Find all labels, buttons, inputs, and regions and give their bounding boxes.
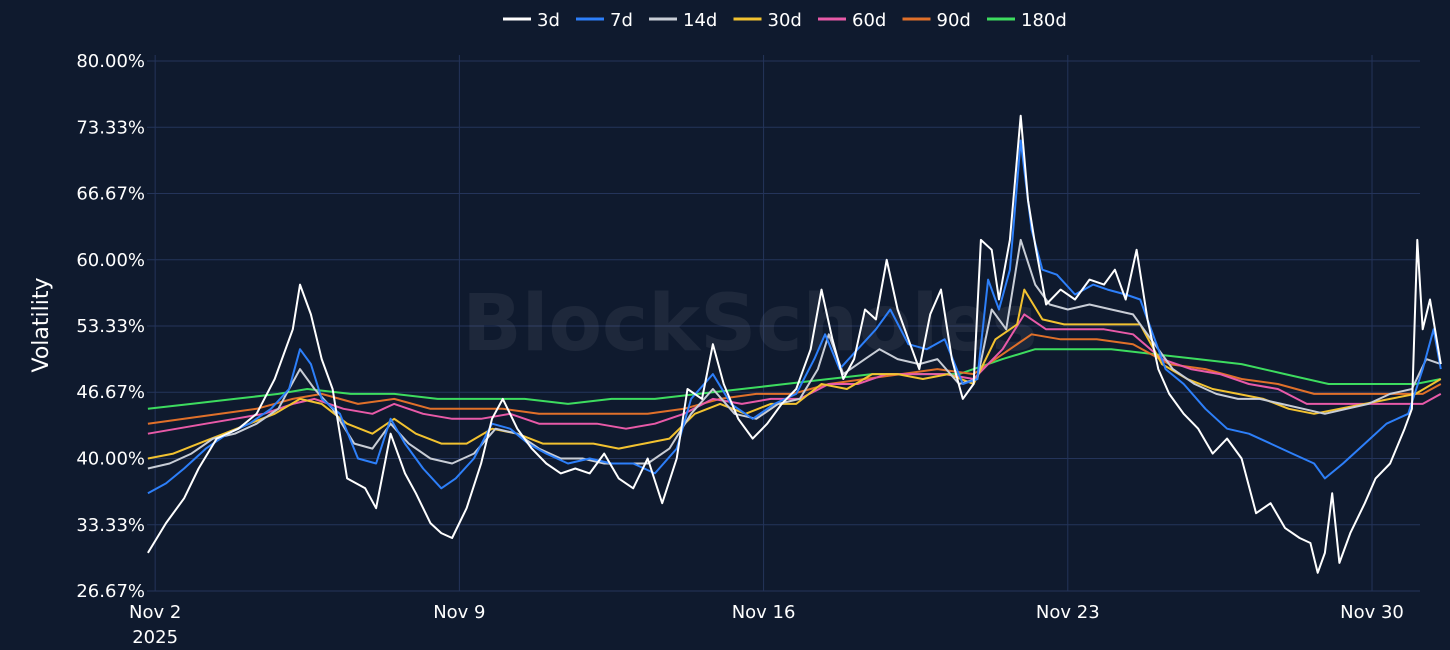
y-tick-label: 73.33% bbox=[76, 117, 145, 138]
legend: 3d 7d 14d 30d 60d 90d 180d bbox=[503, 10, 1067, 31]
legend-item-90d[interactable]: 90d bbox=[902, 10, 971, 31]
y-tick-label: 40.00% bbox=[76, 449, 145, 470]
series-line-14d bbox=[147, 238, 1442, 470]
y-tick-label: 66.67% bbox=[76, 183, 145, 204]
legend-item-7d[interactable]: 7d bbox=[576, 10, 633, 31]
series-line-180d bbox=[147, 348, 1441, 410]
legend-item-180d[interactable]: 180d bbox=[987, 10, 1067, 31]
x-tick-label: Nov 2 bbox=[129, 602, 181, 623]
x-tick-label: Nov 30 bbox=[1340, 602, 1404, 623]
y-axis-label: Volatility bbox=[29, 277, 54, 372]
x-axis-ticks: Nov 2 2025 Nov 9 Nov 16 Nov 23 Nov 30 bbox=[129, 602, 1404, 648]
legend-label: 180d bbox=[1021, 10, 1067, 31]
legend-label: 30d bbox=[768, 10, 802, 31]
series-line-30d bbox=[147, 288, 1442, 460]
y-tick-label: 80.00% bbox=[76, 51, 145, 72]
legend-label: 90d bbox=[937, 10, 971, 31]
y-tick-label: 46.67% bbox=[76, 382, 145, 403]
legend-item-60d[interactable]: 60d bbox=[818, 10, 886, 31]
legend-label: 60d bbox=[852, 10, 886, 31]
x-tick-label: Nov 16 bbox=[732, 602, 796, 623]
y-tick-label: 33.33% bbox=[76, 515, 145, 536]
x-tick-label: Nov 9 bbox=[433, 602, 485, 623]
series-line-90d bbox=[147, 333, 1442, 425]
legend-item-30d[interactable]: 30d bbox=[733, 10, 802, 31]
legend-label: 14d bbox=[683, 10, 717, 31]
legend-item-3d[interactable]: 3d bbox=[503, 10, 560, 31]
legend-label: 3d bbox=[537, 10, 560, 31]
y-axis-ticks: 26.67% 33.33% 40.00% 46.67% 53.33% 60.00% 66.6… bbox=[76, 51, 145, 602]
x-tick-label: Nov 23 bbox=[1036, 602, 1100, 623]
x-tick-year-label: 2025 bbox=[132, 627, 178, 648]
series-lines bbox=[147, 114, 1442, 574]
y-tick-label: 26.67% bbox=[76, 581, 145, 602]
legend-item-14d[interactable]: 14d bbox=[649, 10, 717, 31]
series-line-3d bbox=[147, 114, 1442, 574]
legend-label: 7d bbox=[610, 10, 633, 31]
y-tick-label: 60.00% bbox=[76, 250, 145, 271]
series-line-7d bbox=[147, 139, 1442, 495]
y-tick-label: 53.33% bbox=[76, 316, 145, 337]
